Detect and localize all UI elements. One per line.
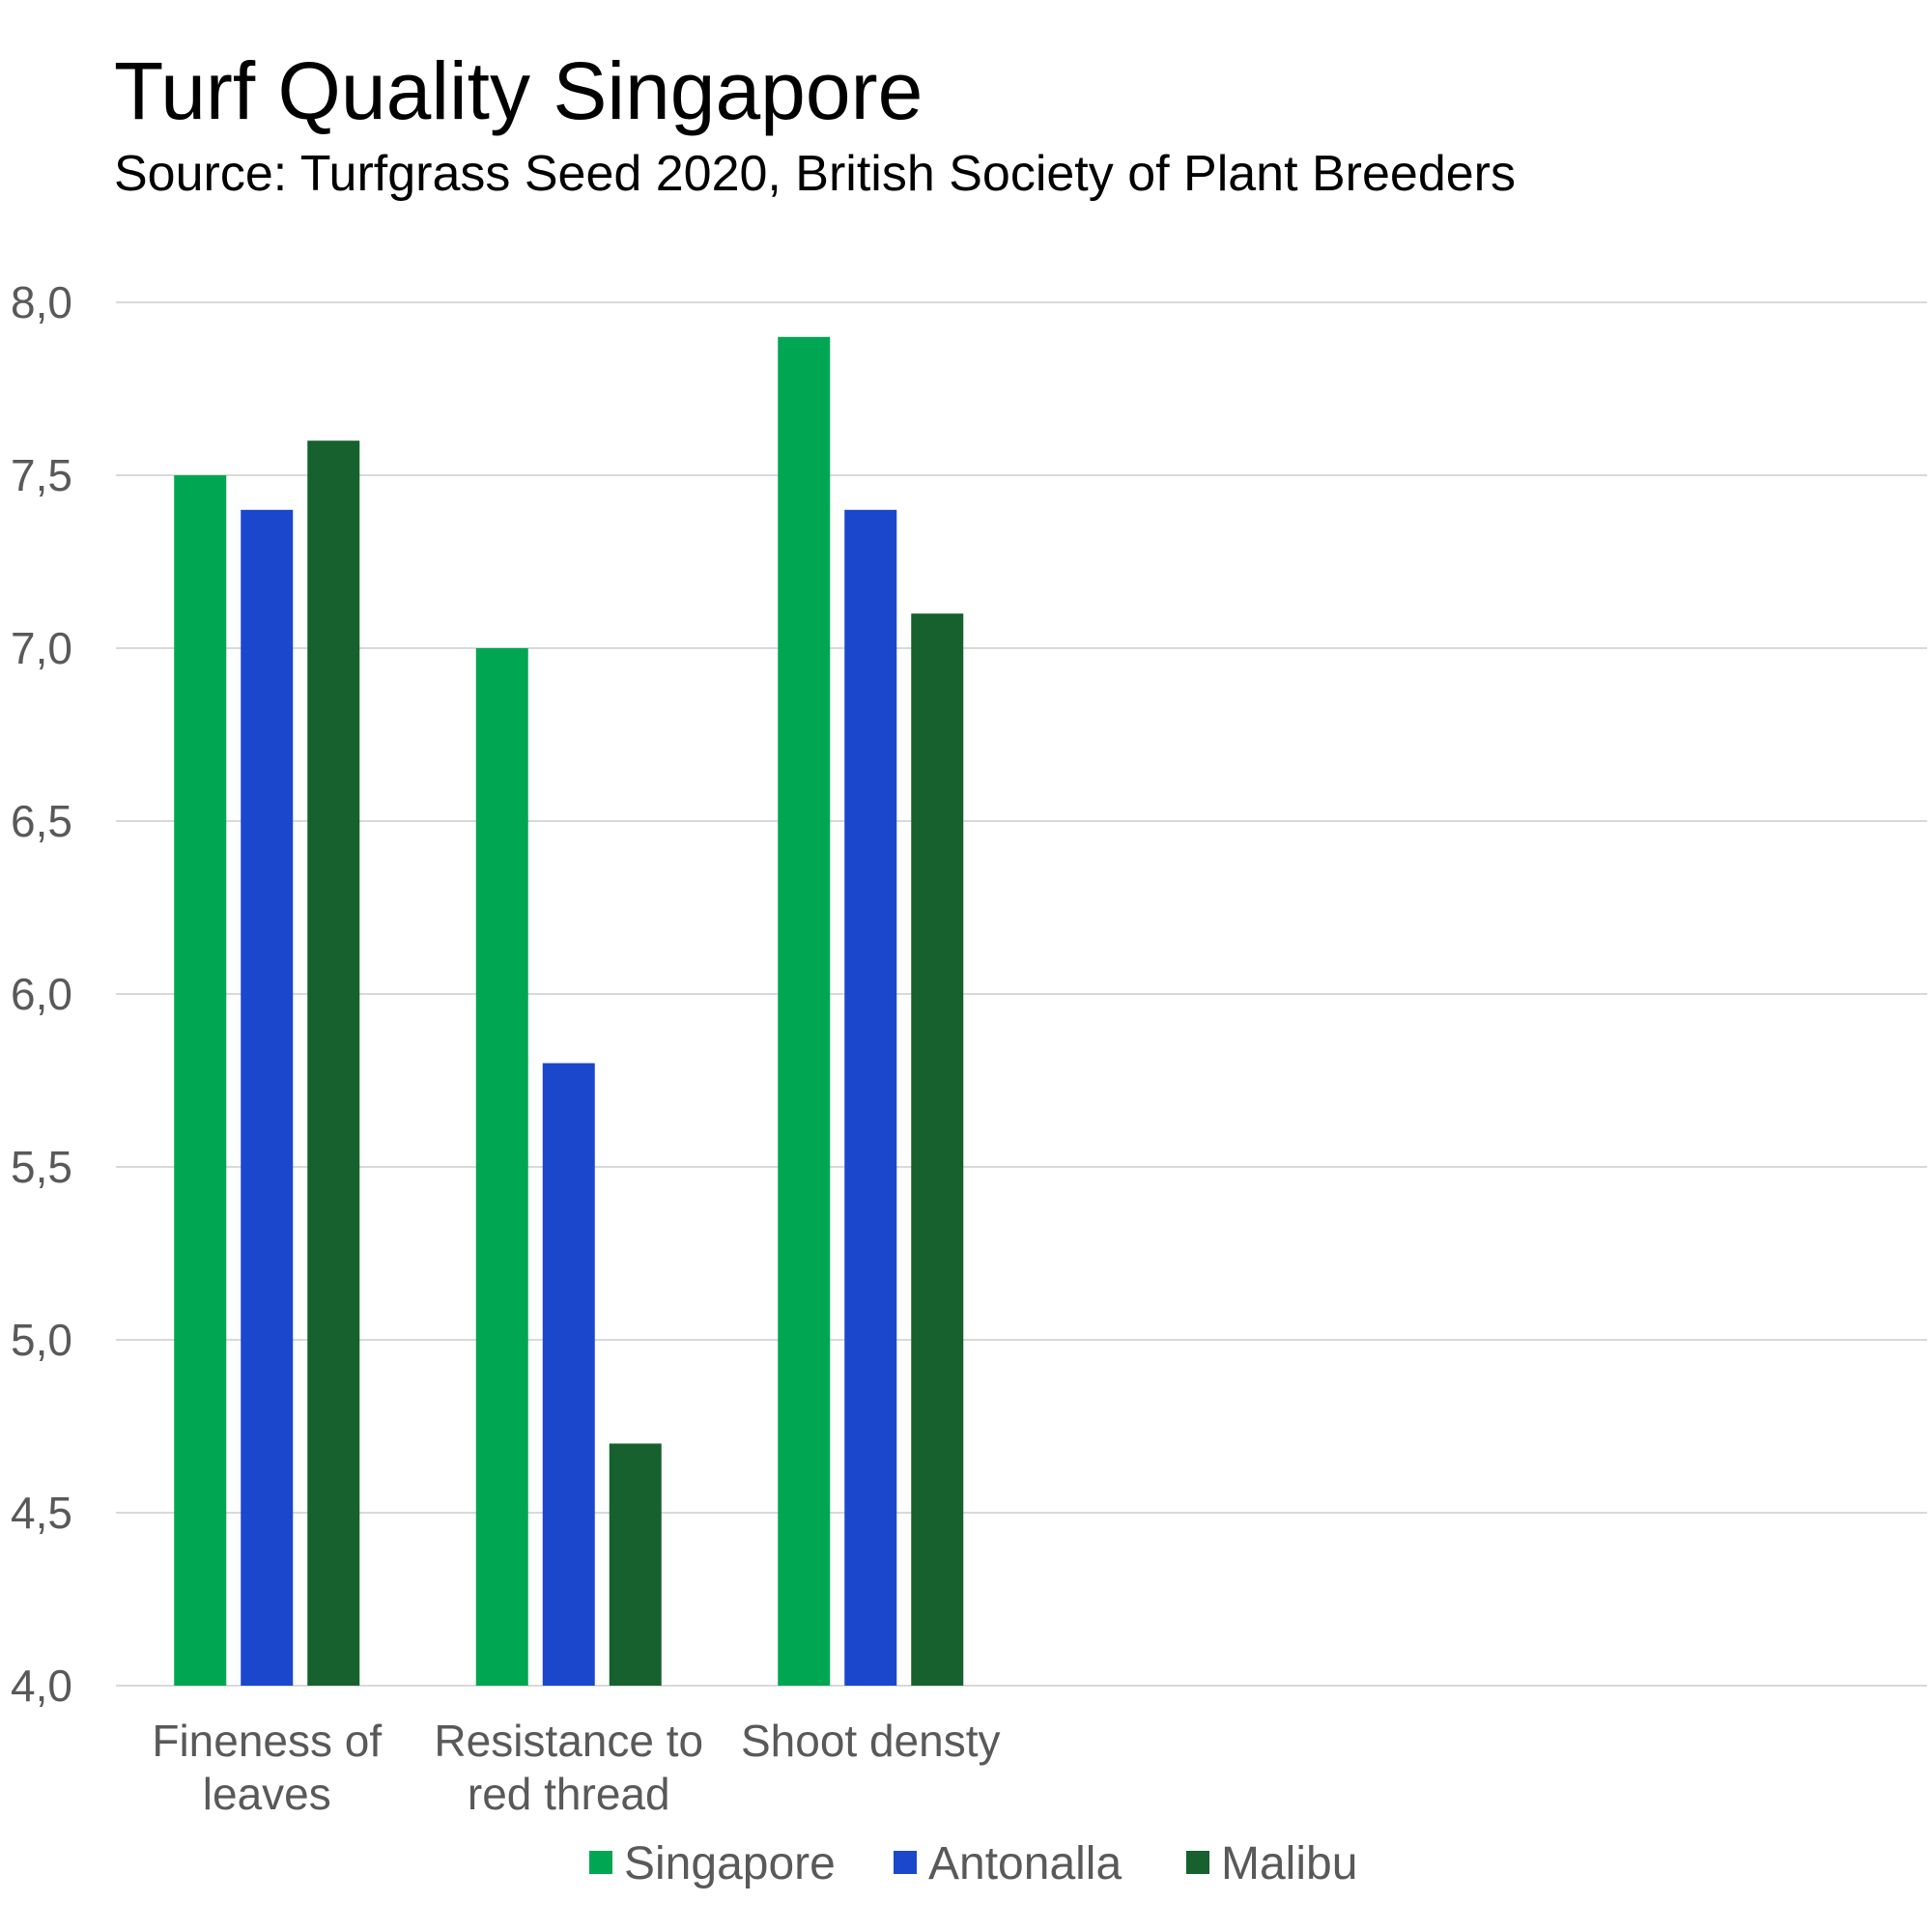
bar-malibu-1 — [609, 1443, 662, 1686]
gridlines — [116, 301, 1927, 1687]
legend-swatch-malibu — [1186, 1851, 1209, 1874]
legend-label-singapore: Singapore — [624, 1838, 836, 1889]
y-tick-label: 4,0 — [11, 1661, 72, 1711]
legend-swatch-antonalla — [894, 1851, 917, 1874]
bar-antonalla-2 — [844, 509, 897, 1686]
legend-label-antonalla: Antonalla — [928, 1838, 1122, 1889]
bar-malibu-0 — [307, 440, 360, 1687]
y-tick-label: 8,0 — [11, 277, 72, 327]
x-category-label: leaves — [203, 1769, 331, 1819]
y-axis-ticks: 4,0 4,5 5,0 5,5 6,0 6,5 7,0 7,5 8,0 — [11, 277, 72, 1711]
y-tick-label: 5,0 — [11, 1315, 72, 1365]
x-category-label: Fineness of — [152, 1716, 382, 1766]
chart-title: Turf Quality Singapore — [114, 45, 923, 136]
legend-label-malibu: Malibu — [1221, 1838, 1357, 1889]
y-tick-label: 6,0 — [11, 969, 72, 1019]
y-tick-label: 6,5 — [11, 796, 72, 846]
x-category-label: red thread — [468, 1769, 670, 1819]
x-category-label: Shoot densty — [741, 1716, 1001, 1766]
bar-singapore-2 — [778, 336, 831, 1686]
legend-swatch-singapore — [589, 1851, 612, 1874]
bar-singapore-0 — [174, 475, 227, 1686]
y-tick-label: 7,5 — [11, 450, 72, 500]
y-tick-label: 5,5 — [11, 1142, 72, 1192]
y-tick-label: 7,0 — [11, 623, 72, 673]
x-category-label: Resistance to — [434, 1716, 703, 1766]
bar-singapore-1 — [475, 648, 528, 1686]
bar-malibu-2 — [911, 613, 964, 1687]
bars — [174, 336, 964, 1687]
bar-antonalla-0 — [241, 509, 294, 1686]
legend: Singapore Antonalla Malibu — [589, 1838, 1357, 1889]
y-tick-label: 4,5 — [11, 1488, 72, 1538]
bar-antonalla-1 — [542, 1063, 595, 1686]
chart-subtitle: Source: Turfgrass Seed 2020, British Soc… — [114, 146, 1516, 202]
